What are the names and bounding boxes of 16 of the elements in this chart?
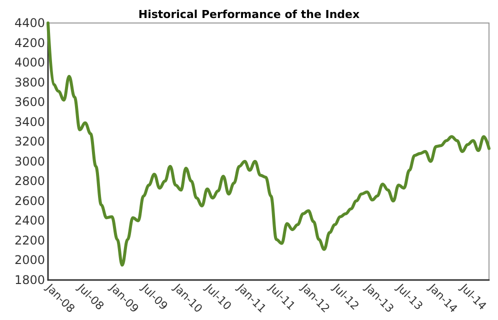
y-tick-label: 2400 <box>14 214 45 228</box>
line-series <box>46 22 490 267</box>
y-tick-label: 4400 <box>14 16 45 30</box>
y-tick-label: 3600 <box>14 95 45 110</box>
y-tick-label: 2800 <box>14 174 45 188</box>
y-tick-label: 2600 <box>14 194 45 208</box>
y-tick-label: 2000 <box>14 253 45 268</box>
y-tick-label: 4000 <box>14 56 45 70</box>
y-tick-label: 3200 <box>14 134 45 149</box>
y-tick-label: 3400 <box>14 114 45 129</box>
y-tick-label: 2200 <box>14 233 45 248</box>
chart-title: Historical Performance of the Index <box>138 8 360 21</box>
y-tick-label: 3000 <box>14 154 45 168</box>
y-tick-label: 4200 <box>14 36 45 50</box>
y-tick-label: 3800 <box>14 75 45 90</box>
y-tick-label: 1800 <box>14 273 45 287</box>
